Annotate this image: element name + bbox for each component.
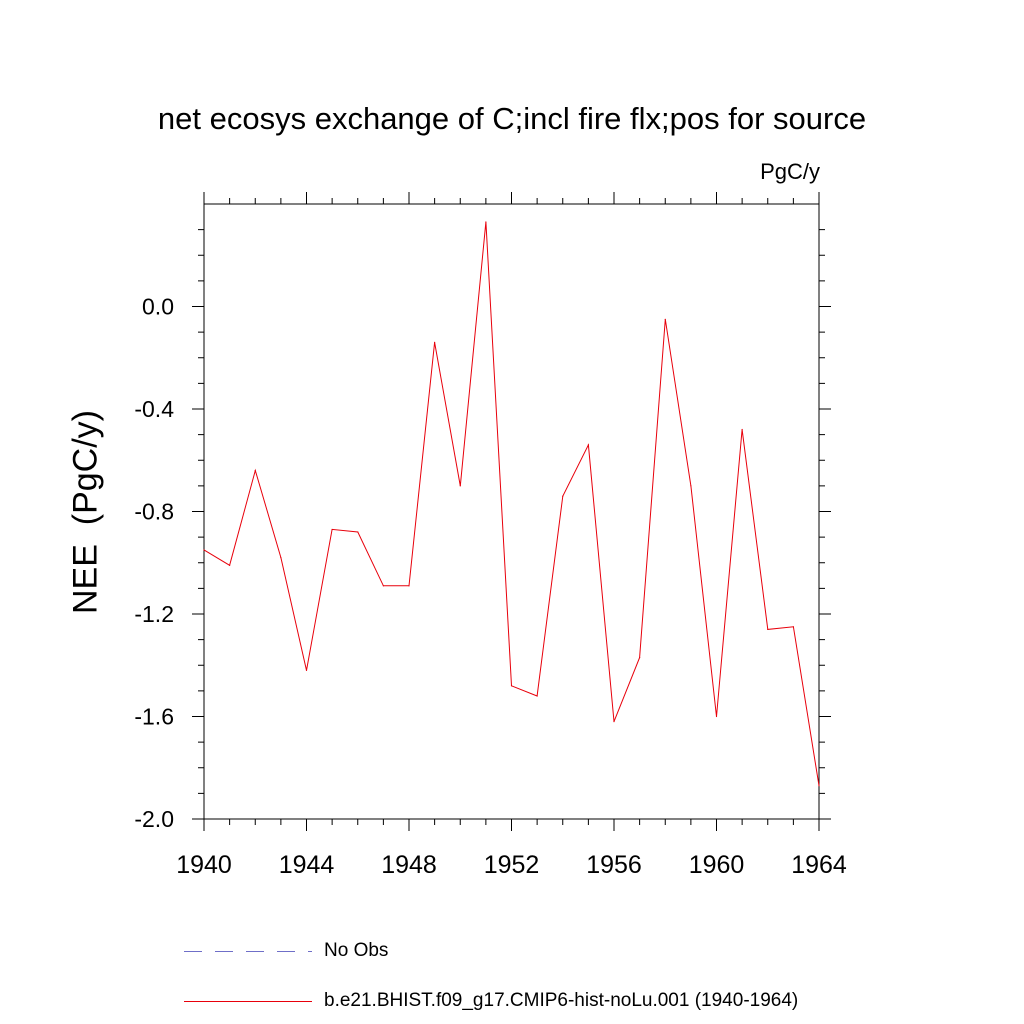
x-tick-label: 1960: [689, 851, 745, 879]
y-tick-label: -1.6: [134, 704, 174, 730]
x-tick-label: 1948: [381, 851, 437, 879]
data-point: [587, 444, 589, 446]
data-point: [203, 549, 205, 551]
x-tick-label: 1956: [586, 851, 642, 879]
data-point: [357, 531, 359, 533]
data-point: [792, 626, 794, 628]
x-tick-label: 1964: [791, 851, 847, 879]
legend-swatch-dashed: [184, 950, 312, 952]
chart-title: net ecosys exchange of C;incl fire flx;p…: [157, 101, 867, 136]
series-line: [203, 221, 820, 786]
data-point: [510, 685, 513, 687]
legend-item-model: b.e21.BHIST.f09_g17.CMIP6-hist-noLu.001 …: [184, 990, 798, 1012]
data-point: [767, 628, 769, 630]
data-point: [254, 469, 256, 472]
data-point: [382, 585, 384, 587]
data-point: [741, 428, 743, 431]
legend-label-model: b.e21.BHIST.f09_g17.CMIP6-hist-noLu.001 …: [324, 990, 799, 1011]
data-point: [818, 785, 820, 787]
x-tick-label: 1944: [279, 851, 335, 879]
y-tick-label: -0.4: [134, 396, 174, 422]
plot-frame: [203, 203, 820, 820]
x-tick-label: 1952: [484, 851, 540, 879]
data-point: [434, 341, 436, 343]
data-point: [331, 528, 333, 531]
data-point: [229, 564, 231, 566]
data-point: [715, 715, 718, 718]
data-point: [664, 318, 666, 320]
data-point: [562, 495, 564, 497]
series-group: [203, 221, 820, 787]
data-point: [613, 721, 615, 723]
x-tick-label: 1940: [176, 851, 232, 879]
data-point: [459, 485, 461, 487]
units-label: PgC/y: [760, 159, 820, 184]
y-tick-label: -2.0: [134, 806, 174, 832]
axis-ticks: [192, 192, 831, 831]
data-point: [639, 656, 641, 659]
y-tick-label: 0.0: [142, 294, 174, 320]
data-point: [305, 669, 308, 671]
legend-label-no-obs: No Obs: [324, 940, 389, 961]
axis-tick-labels: 1940 1944 1948 1952 1956 1960 1964 0.0 -0.4 -0.8 -…: [134, 294, 847, 880]
y-axis-label: NEE (PgC/y): [66, 409, 105, 615]
data-point: [408, 585, 410, 587]
y-tick-label: -1.2: [134, 601, 174, 627]
data-point: [280, 557, 282, 559]
data-point: [690, 485, 692, 487]
legend-item-no-obs: No Obs: [184, 940, 388, 962]
data-point: [536, 695, 538, 697]
legend-swatch-solid: [184, 1000, 312, 1002]
y-tick-label: -0.8: [134, 499, 174, 525]
data-point: [485, 221, 487, 223]
